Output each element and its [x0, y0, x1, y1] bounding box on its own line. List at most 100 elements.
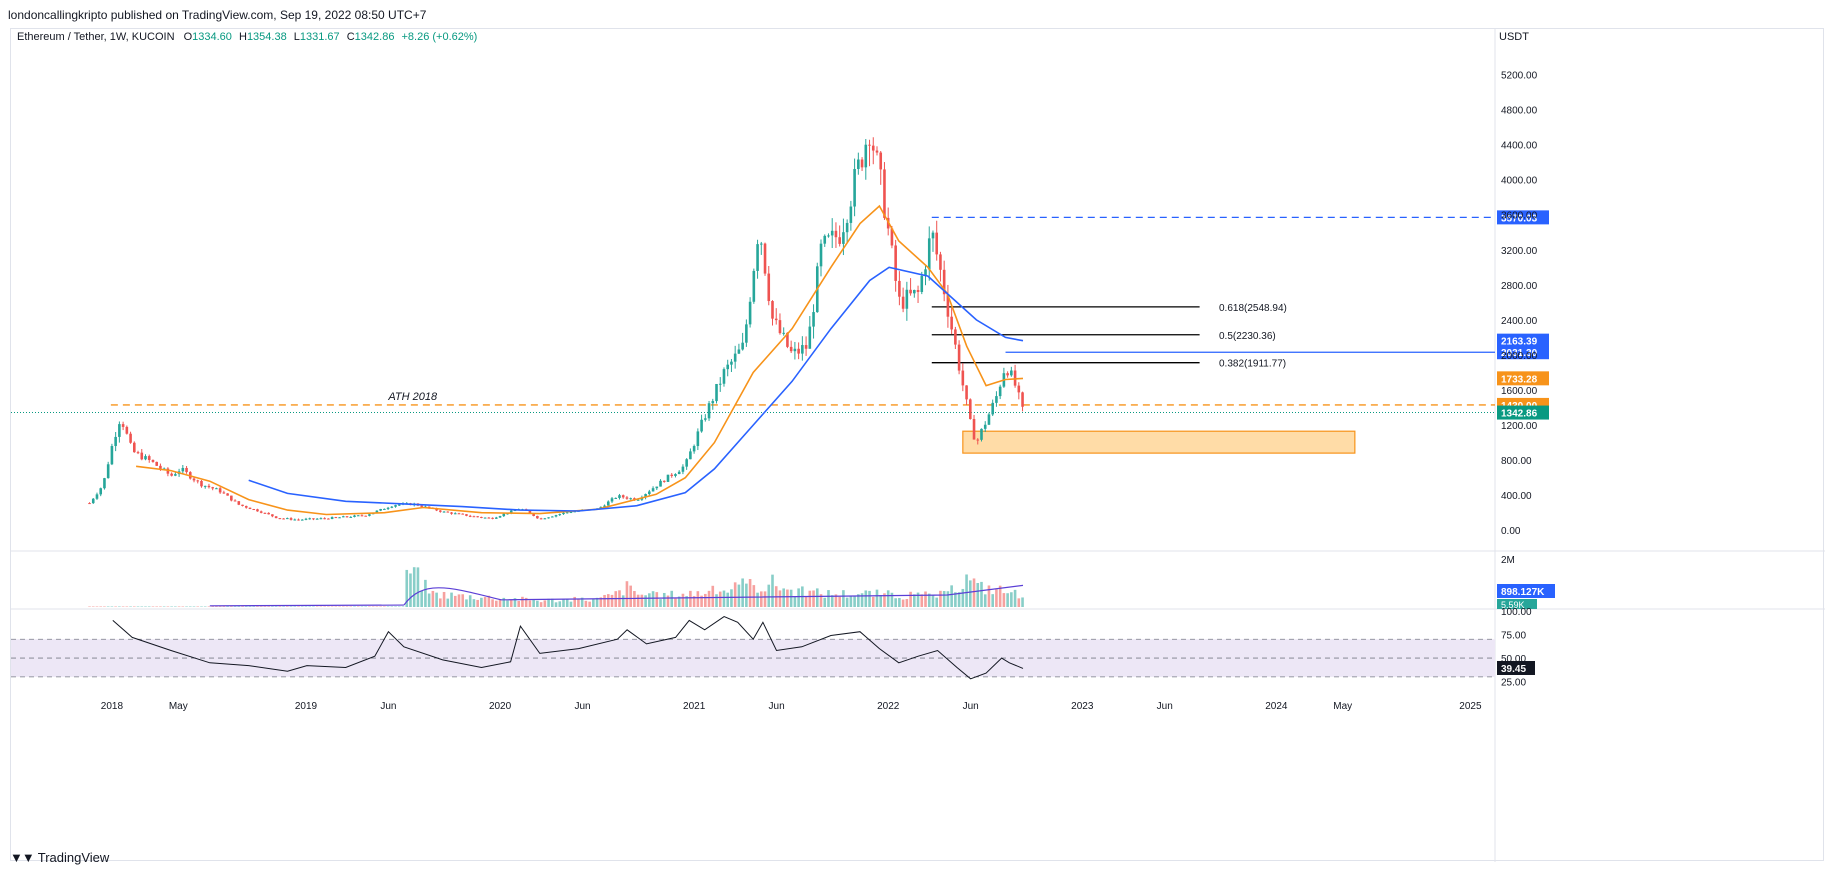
candle-body — [625, 497, 629, 499]
volume-bar — [420, 590, 423, 607]
volume-bar — [636, 594, 640, 607]
candle-body — [711, 401, 715, 404]
candle-body — [267, 512, 270, 515]
volume-bar — [662, 592, 666, 607]
volume-pane[interactable]: 2M 898.127K 5.59K — [88, 555, 1555, 610]
candle-body — [256, 509, 259, 512]
last-price-badge-bg — [1497, 405, 1549, 420]
candle-body — [155, 461, 158, 466]
candle-body — [532, 513, 535, 516]
candle-body — [312, 518, 315, 520]
rsi-pane[interactable]: 100.00 75.00 50.00 25.00 39.45 — [11, 607, 1535, 689]
candle-body — [644, 494, 647, 498]
candle-body — [446, 511, 450, 513]
candle-body — [147, 456, 151, 460]
volume-bar — [450, 592, 453, 607]
candle-body — [980, 428, 983, 440]
volume-bar — [909, 591, 912, 607]
candle-body — [230, 495, 233, 501]
candle-body — [151, 459, 155, 462]
volume-bar — [711, 585, 715, 607]
candle-body — [569, 512, 573, 514]
ema-slow-line — [248, 266, 1024, 512]
candle-body — [913, 289, 916, 294]
candle-body — [834, 230, 838, 238]
candle-body — [170, 473, 173, 476]
chart-frame[interactable]: Ethereum / Tether, 1W, KUCOIN O1334.60 H… — [10, 28, 1825, 862]
candle-body — [491, 517, 494, 519]
volume-bar — [853, 596, 856, 607]
main-pane[interactable]: ATH 2018 0.618(2548.94) 0.5(2230.36) 0.382(… — [11, 137, 1549, 521]
candle-body — [457, 513, 461, 515]
candle-body — [659, 480, 662, 487]
rsi-tick-label: 25.00 — [1501, 678, 1526, 689]
volume-bar — [995, 589, 998, 607]
x-tick-label: 2020 — [489, 701, 512, 712]
volume-bar — [748, 579, 752, 607]
candle-body — [88, 503, 91, 505]
candle-body — [737, 349, 741, 354]
volume-bar — [509, 599, 513, 607]
tradingview-logo[interactable]: ▼▼ TradingView — [10, 850, 109, 865]
volume-bar — [808, 590, 812, 607]
x-tick-label: Jun — [963, 701, 979, 712]
resistance-mid-badge-bg — [1497, 345, 1549, 360]
rsi-line — [112, 616, 1024, 680]
candle-body — [931, 232, 935, 239]
volume-bar — [554, 602, 558, 607]
volume-bar — [584, 600, 588, 607]
candle-body — [349, 516, 353, 518]
volume-bar — [565, 599, 569, 607]
candle-body — [677, 471, 681, 475]
candle-body — [618, 495, 621, 498]
volume-bar — [498, 598, 502, 607]
candle-body — [252, 509, 256, 511]
candle-body — [342, 516, 345, 518]
candle-body — [334, 517, 338, 519]
candle-body — [674, 474, 677, 476]
candle-body — [468, 515, 472, 517]
candle-body — [95, 494, 99, 499]
ema-fast-badge: 1733.28 — [1501, 374, 1538, 385]
volume-bar — [939, 590, 942, 607]
volume-bar — [580, 597, 584, 607]
tradingview-chart[interactable]: Ethereum / Tether, 1W, KUCOIN O1334.60 H… — [11, 29, 1825, 862]
candle-body — [655, 486, 659, 489]
y-tick-label: 4400.00 — [1501, 141, 1538, 152]
volume-bar — [551, 598, 554, 607]
volume-bar — [707, 590, 711, 607]
candle-body — [864, 144, 868, 168]
volume-bar — [726, 592, 730, 607]
volume-bar — [442, 591, 446, 607]
candle-body — [159, 465, 162, 469]
volume-bar — [767, 584, 771, 607]
volume-bar — [842, 590, 845, 607]
candle-body — [666, 474, 670, 482]
candle-body — [200, 480, 203, 487]
candle-body — [110, 446, 114, 465]
volume-bar — [950, 585, 953, 607]
candle-body — [898, 280, 901, 297]
y-tick-label: 4000.00 — [1501, 176, 1538, 187]
volume-bar — [752, 585, 756, 607]
volume-bar — [562, 599, 565, 607]
x-tick-label: Jun — [1157, 701, 1173, 712]
last-price-badge: 1342.86 — [1501, 409, 1538, 420]
volume-bar — [830, 595, 834, 607]
volume-bar — [610, 594, 614, 607]
candle-body — [304, 518, 308, 520]
candle-body — [509, 510, 513, 514]
volume-bar — [704, 593, 707, 607]
candle-body — [935, 232, 939, 255]
volume-bar — [745, 583, 748, 607]
y-tick-label: 2400.00 — [1501, 316, 1538, 327]
candle-body — [797, 348, 800, 354]
candle-body — [976, 439, 980, 441]
volume-bar — [700, 595, 703, 607]
candle-body — [345, 516, 349, 518]
ema-slow-badge: 2163.39 — [1501, 337, 1538, 348]
candle-body — [812, 312, 815, 327]
candle-body — [323, 518, 326, 520]
volume-bar — [730, 589, 733, 607]
volume-bar — [692, 596, 696, 607]
